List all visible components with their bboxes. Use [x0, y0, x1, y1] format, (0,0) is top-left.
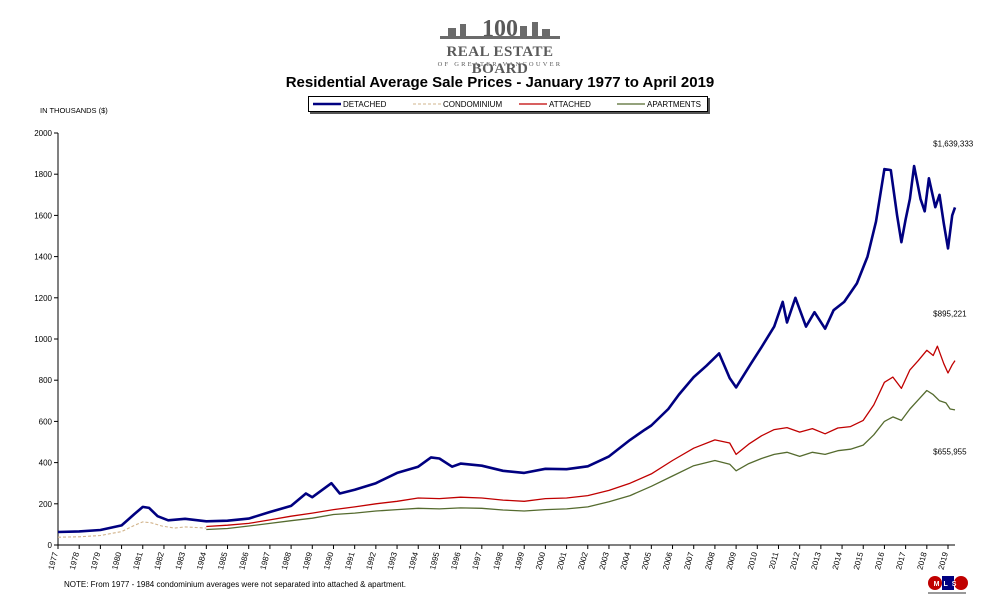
- annotations: $1,639,333 $895,221 $655,955: [933, 139, 974, 456]
- x-tick-label: 2007: [682, 551, 695, 571]
- value-annotation: $895,221: [933, 309, 967, 318]
- y-axis-label: IN THOUSANDS ($): [40, 106, 108, 115]
- tick-labels: 0 200 400 600 800 1000 1200 1400 1600 1800 2000 197…: [34, 129, 950, 571]
- x-tick-label: 2001: [555, 551, 568, 571]
- chart-legend: DETACHED CONDOMINIUM ATTACHED APARTMENTS: [308, 96, 708, 112]
- real-estate-board-logo: 100 REAL ESTATE BOARD OF GREATER VANCOUV…: [420, 14, 580, 77]
- x-tick-label: 2016: [873, 551, 886, 571]
- legend-label-apartments: APARTMENTS: [647, 100, 701, 109]
- y-tick-label: 1400: [34, 253, 52, 262]
- x-tick-label: 2015: [852, 551, 865, 571]
- x-tick-label: 1993: [386, 551, 399, 571]
- x-tick-label: 2009: [725, 551, 738, 571]
- x-tick-label: 2008: [704, 551, 717, 571]
- x-tick-label: 1994: [407, 551, 420, 571]
- x-tick-label: 1983: [174, 551, 187, 571]
- legend-label-attached: ATTACHED: [549, 100, 591, 109]
- x-tick-label: 2019: [937, 551, 950, 571]
- mls-letters: MLS: [934, 581, 961, 588]
- x-tick-label: 1999: [513, 551, 526, 571]
- x-tick-label: 1979: [89, 551, 102, 571]
- y-tick-label: 1000: [34, 335, 52, 344]
- y-tick-label: 200: [39, 500, 53, 509]
- mls-logo: MLS: [926, 575, 968, 597]
- logo-number: 100: [482, 16, 518, 42]
- x-tick-label: 1996: [449, 551, 462, 571]
- y-tick-label: 1200: [34, 294, 52, 303]
- value-annotation: $1,639,333: [933, 139, 974, 148]
- x-tick-label: 2013: [809, 551, 822, 571]
- legend-label-condominium: CONDOMINIUM: [443, 100, 502, 109]
- x-tick-label: 1998: [492, 551, 505, 571]
- logo-name: REAL ESTATE BOARD: [446, 44, 554, 77]
- logo-skyline-icon: 100: [440, 16, 560, 42]
- x-tick-label: 1992: [364, 551, 377, 571]
- series-line-apartments: [206, 389, 956, 531]
- x-tick-label: 2011: [767, 551, 780, 570]
- value-annotation: $655,955: [933, 447, 967, 456]
- x-tick-label: 1981: [131, 551, 144, 571]
- x-tick-label: 1997: [470, 551, 483, 571]
- x-tick-label: 2002: [576, 551, 589, 571]
- x-tick-label: 1977: [47, 551, 60, 571]
- x-tick-label: 1987: [259, 551, 272, 571]
- chart-title: Residential Average Sale Prices - Januar…: [285, 74, 715, 91]
- x-tick-label: 1978: [68, 551, 81, 571]
- y-tick-label: 2000: [34, 129, 52, 138]
- x-tick-label: 1986: [237, 551, 250, 571]
- series-line-condominium: [57, 521, 207, 538]
- x-tick-label: 2000: [534, 551, 547, 571]
- y-tick-label: 1800: [34, 170, 52, 179]
- y-tick-label: 600: [39, 417, 53, 426]
- x-tick-label: 2006: [661, 551, 674, 571]
- legend-items: DETACHED CONDOMINIUM ATTACHED APARTMENTS: [313, 100, 701, 109]
- x-tick-label: 1995: [428, 551, 441, 571]
- x-tick-label: 2005: [640, 551, 653, 571]
- x-tick-label: 2012: [788, 551, 801, 571]
- x-tick-label: 2014: [831, 551, 844, 571]
- x-tick-label: 2017: [894, 551, 907, 571]
- x-tick-label: 1984: [195, 551, 208, 571]
- x-tick-label: 1980: [110, 551, 123, 571]
- y-tick-label: 0: [48, 541, 53, 550]
- series-lines: [57, 164, 957, 538]
- x-tick-label: 1989: [301, 551, 314, 571]
- logo-subtitle: OF GREATER VANCOUVER: [437, 61, 563, 68]
- x-tick-label: 2010: [746, 551, 759, 571]
- axes: [54, 132, 955, 549]
- x-tick-label: 2004: [619, 551, 632, 571]
- y-tick-label: 1600: [34, 211, 52, 220]
- x-tick-label: 1990: [322, 551, 335, 571]
- x-tick-label: 1982: [153, 551, 166, 571]
- series-line-attached: [206, 345, 956, 528]
- y-tick-label: 400: [39, 459, 53, 468]
- footnote: NOTE: From 1977 - 1984 condominium avera…: [64, 580, 406, 589]
- x-tick-label: 2003: [598, 551, 611, 571]
- x-tick-label: 1988: [280, 551, 293, 571]
- series-line-detached: [57, 164, 957, 534]
- x-tick-label: 1985: [216, 551, 229, 571]
- y-tick-label: 800: [39, 376, 53, 385]
- mls-icon: MLS: [928, 576, 968, 594]
- legend-label-detached: DETACHED: [343, 100, 387, 109]
- x-tick-label: 1991: [343, 551, 356, 571]
- x-tick-label: 2018: [915, 551, 928, 571]
